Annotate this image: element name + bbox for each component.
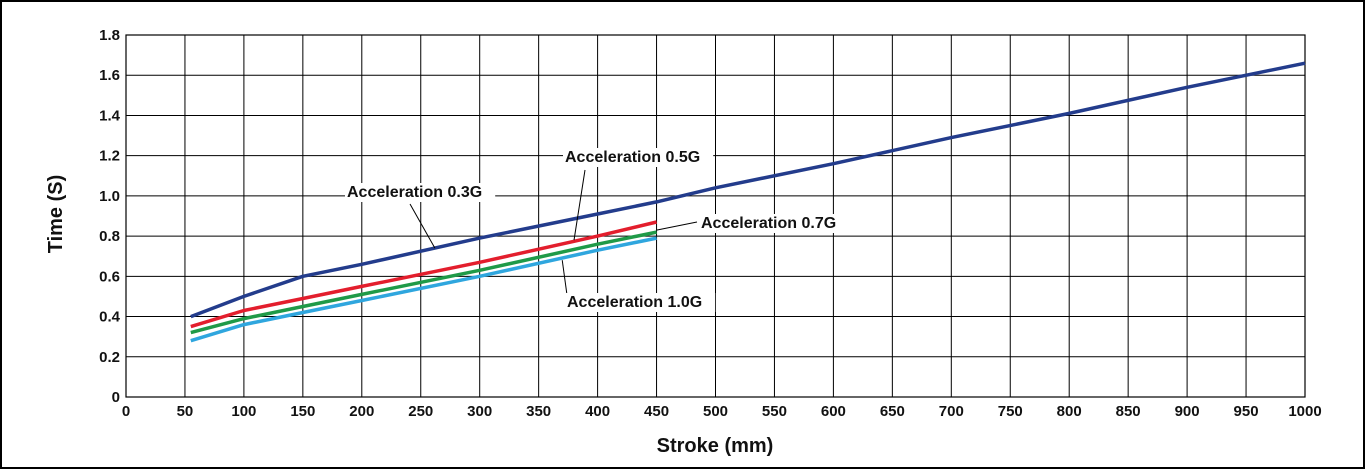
annotation-label: Acceleration 1.0G (567, 294, 702, 311)
x-tick-label: 950 (1234, 403, 1259, 420)
annotation-leader (573, 169, 586, 241)
x-tick-label: 400 (585, 403, 610, 420)
x-tick-label: 550 (762, 403, 787, 420)
y-tick-label: 0.2 (99, 349, 120, 366)
series-line (190, 236, 657, 343)
series-line (190, 230, 657, 335)
series-line (190, 61, 1306, 319)
annotation-background (699, 214, 850, 233)
x-tick-label: 600 (821, 403, 846, 420)
x-tick-label: 700 (939, 403, 964, 420)
series-line (190, 220, 658, 329)
x-tick-label: 100 (231, 403, 256, 420)
x-tick-label: 650 (880, 403, 905, 420)
annotation-background (565, 293, 716, 312)
annotation-label: Acceleration 0.5G (565, 149, 700, 166)
series-lines (190, 61, 1306, 343)
y-tick-label: 1.6 (99, 67, 120, 84)
y-tick-label: 1.4 (99, 107, 121, 124)
y-tick-label: 0.8 (99, 228, 120, 245)
x-tick-label: 250 (408, 403, 433, 420)
annotation-label: Acceleration 0.7G (701, 215, 836, 232)
plot-border (125, 34, 1306, 398)
y-axis-title: Time (S) (45, 175, 67, 254)
x-tick-label: 900 (1175, 403, 1200, 420)
x-tick-label: 1000 (1288, 403, 1321, 420)
x-axis-title: Stroke (mm) (657, 435, 774, 457)
x-tick-label: 850 (1116, 403, 1141, 420)
annotation-label: Acceleration 0.3G (347, 184, 482, 201)
x-tick-label: 500 (703, 403, 728, 420)
y-tick-label: 1.2 (99, 148, 120, 165)
x-tick-label: 50 (177, 403, 194, 420)
grid (125, 34, 1306, 398)
x-tick-label: 200 (349, 403, 374, 420)
y-tick-label: 1.0 (99, 188, 120, 205)
y-tick-labels: 0 0.2 0.4 0.6 0.8 1.0 1.2 1.4 1.6 1.8 (99, 27, 121, 406)
annotation-background (345, 183, 496, 202)
x-tick-label: 300 (467, 403, 492, 420)
y-tick-label: 0.6 (99, 268, 120, 285)
x-tick-label: 800 (1057, 403, 1082, 420)
annotations: Acceleration 0.3G Acceleration 0.5G Accele… (345, 148, 850, 312)
annotation-background (563, 148, 714, 167)
y-tick-label: 1.8 (99, 27, 120, 44)
x-tick-label: 450 (644, 403, 669, 420)
x-tick-label: 350 (526, 403, 551, 420)
x-tick-label: 150 (290, 403, 315, 420)
y-tick-label: 0.4 (99, 309, 121, 326)
annotation-leader (561, 260, 568, 296)
x-tick-label: 0 (122, 403, 130, 420)
x-tick-label: 750 (998, 403, 1023, 420)
annotation-leader (656, 221, 698, 231)
y-tick-label: 0 (112, 389, 120, 406)
x-tick-labels: 0 50 100 150 200 250 300 350 400 450 500 550 600 650 7… (122, 403, 1322, 420)
annotation-leader (409, 203, 436, 249)
